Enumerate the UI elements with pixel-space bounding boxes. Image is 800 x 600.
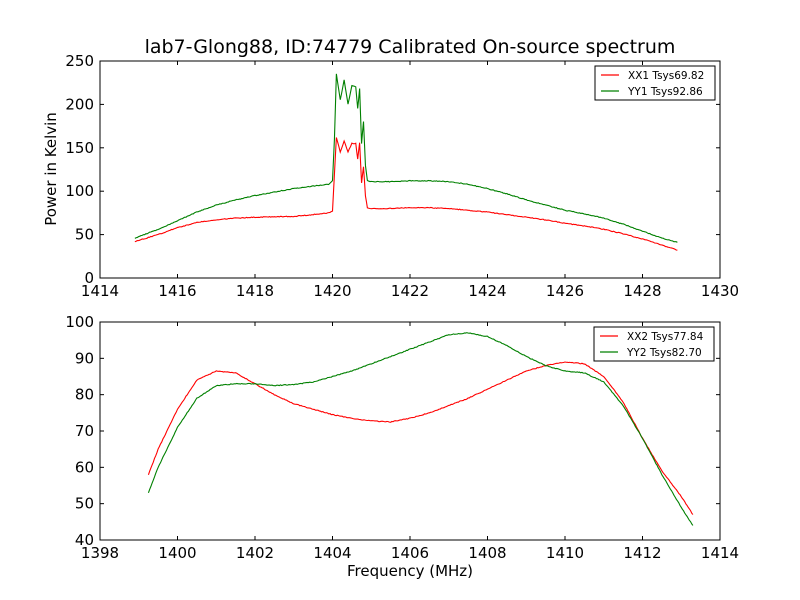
bottom-x-axis-label: Frequency (MHz) <box>347 562 473 580</box>
x-tick-label: 1430 <box>701 282 739 300</box>
y-tick-label: 50 <box>75 226 94 244</box>
x-tick-label: 1410 <box>546 544 584 562</box>
x-tick-label: 1426 <box>546 282 584 300</box>
legend-box <box>594 65 716 101</box>
y-tick-label: 90 <box>75 349 94 367</box>
x-tick-label: 1414 <box>81 282 119 300</box>
x-tick-label: 1424 <box>468 282 506 300</box>
x-tick-label: 1420 <box>313 282 351 300</box>
series-line-2 <box>147 332 694 526</box>
top-y-axis-label: Power in Kelvin <box>42 112 60 226</box>
x-tick-label: 1400 <box>158 544 196 562</box>
x-tick-label: 1404 <box>313 544 351 562</box>
y-tick-label: 200 <box>65 95 94 113</box>
top-legend: XX1 Tsys69.82 YY1 Tsys92.86 <box>594 65 716 101</box>
series-line-2 <box>134 73 678 243</box>
top-subplot: lab7-Glong88, ID:74779 Calibrated On-sou… <box>42 36 739 300</box>
legend-label: YY1 Tsys92.86 <box>627 86 703 98</box>
x-tick-label: 1398 <box>81 544 119 562</box>
legend-label: XX2 Tsys77.84 <box>627 331 704 343</box>
legend-box <box>593 326 715 362</box>
y-tick-label: 80 <box>75 386 94 404</box>
y-tick-label: 150 <box>65 139 94 157</box>
y-tick-label: 70 <box>75 422 94 440</box>
y-tick-label: 250 <box>65 52 94 70</box>
y-tick-label: 60 <box>75 458 94 476</box>
bottom-plot-area: 1398 1400 1402 1404 1406 1408 1410 1412 1414 40 50… <box>65 313 739 562</box>
bottom-subplot: 1398 1400 1402 1404 1406 1408 1410 1412 1414 40 50… <box>65 313 739 580</box>
series-line-1 <box>147 361 694 515</box>
top-plot-area: 1414 1416 1418 1420 1422 1424 1426 1428 1430 0 50 1… <box>65 52 739 300</box>
y-tick-label: 50 <box>75 495 94 513</box>
x-tick-label: 1414 <box>701 544 739 562</box>
x-tick-label: 1418 <box>236 282 274 300</box>
x-tick-label: 1402 <box>236 544 274 562</box>
x-tick-label: 1422 <box>391 282 429 300</box>
bottom-legend: XX2 Tsys77.84 YY2 Tsys82.70 <box>593 326 715 362</box>
y-tick-label: 100 <box>65 313 94 331</box>
y-tick-label: 0 <box>84 269 94 287</box>
x-tick-label: 1412 <box>623 544 661 562</box>
y-tick-label: 100 <box>65 182 94 200</box>
y-tick-label: 40 <box>75 531 94 549</box>
legend-label: XX1 Tsys69.82 <box>628 70 704 82</box>
x-tick-label: 1406 <box>391 544 429 562</box>
x-tick-label: 1428 <box>623 282 661 300</box>
legend-label: YY2 Tsys82.70 <box>626 347 702 359</box>
x-tick-label: 1416 <box>158 282 196 300</box>
series-line-1 <box>134 137 678 251</box>
x-tick-label: 1408 <box>468 544 506 562</box>
top-chart-title: lab7-Glong88, ID:74779 Calibrated On-sou… <box>145 36 676 58</box>
